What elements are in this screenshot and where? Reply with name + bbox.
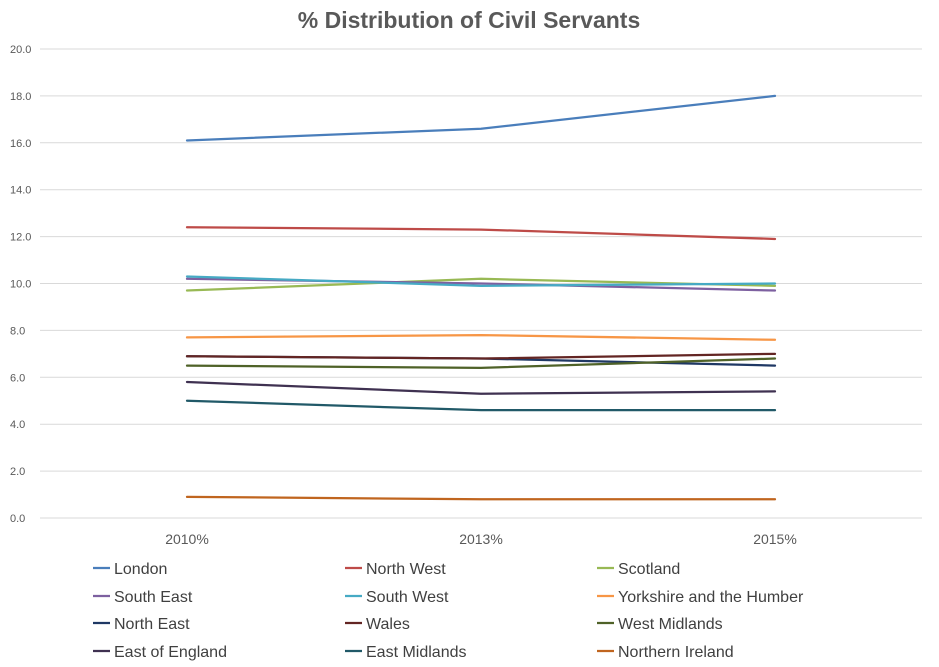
y-tick-label: 4.0 [10, 419, 25, 431]
y-tick-label: 18.0 [10, 91, 31, 103]
legend-label-scotland: Scotland [618, 561, 680, 578]
series-line-yorkshire-and-the-humber [185, 333, 777, 341]
series-line-west-midlands [185, 357, 777, 370]
legend-label-south-east: South East [114, 589, 193, 606]
y-tick-label: 10.0 [10, 279, 31, 291]
legend-label-london: London [114, 561, 167, 578]
series-line-london [185, 94, 777, 142]
series-line-east-of-england [185, 380, 777, 395]
series-line-south-west [185, 275, 777, 287]
x-tick-label: 2010% [165, 531, 209, 547]
y-tick-label: 12.0 [10, 232, 31, 244]
legend-label-north-west: North West [366, 561, 446, 578]
x-tick-label: 2015% [753, 531, 797, 547]
chart-title: % Distribution of Civil Servants [298, 7, 641, 33]
y-tick-label: 20.0 [10, 44, 31, 56]
legend-label-east-midlands: East Midlands [366, 644, 467, 661]
series-line-north-west [185, 226, 777, 241]
y-tick-label: 14.0 [10, 185, 31, 197]
legend-label-yorkshire-and-the-humber: Yorkshire and the Humber [618, 589, 804, 606]
y-tick-label: 8.0 [10, 325, 25, 337]
series-line-east-midlands [185, 399, 777, 412]
x-tick-label: 2013% [459, 531, 503, 547]
legend-label-northern-ireland: Northern Ireland [618, 644, 734, 661]
legend-label-south-west: South West [366, 589, 449, 606]
y-tick-label: 6.0 [10, 372, 25, 384]
y-tick-label: 16.0 [10, 138, 31, 150]
series-line-northern-ireland [185, 495, 777, 501]
legend: London North West Scotland South East South … [93, 561, 804, 661]
series-lines [185, 94, 777, 501]
y-axis-ticks: 0.0 2.0 4.0 6.0 8.0 10.0 12.0 14.0 16.0 18.0 20.0 [10, 44, 31, 525]
legend-label-west-midlands: West Midlands [618, 616, 723, 633]
legend-label-wales: Wales [366, 616, 410, 633]
y-tick-label: 2.0 [10, 466, 25, 478]
legend-label-east-of-england: East of England [114, 644, 227, 661]
y-tick-label: 0.0 [10, 513, 25, 525]
x-axis-ticks: 2010% 2013% 2015% [165, 531, 797, 547]
legend-label-north-east: North East [114, 616, 190, 633]
series-line-wales [185, 352, 777, 360]
